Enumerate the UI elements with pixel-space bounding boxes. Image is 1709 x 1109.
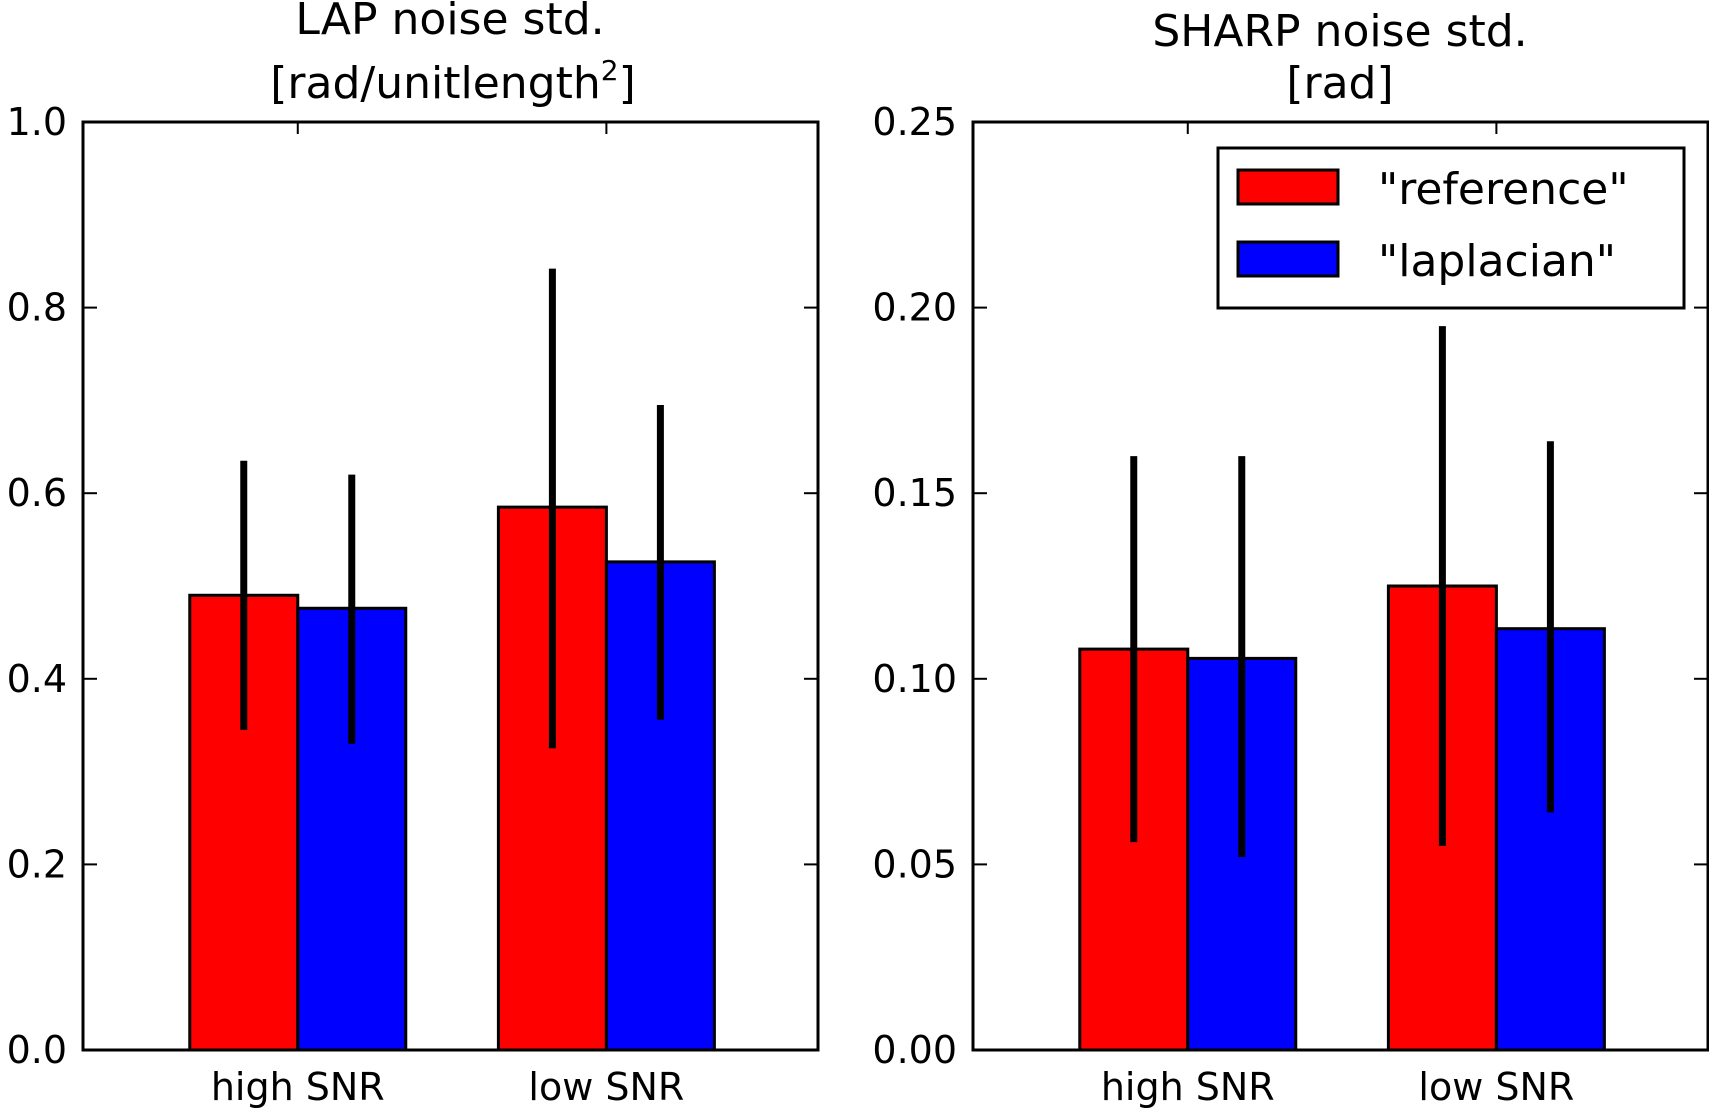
lap-title-line1: LAP noise std. — [295, 0, 604, 45]
lap-bars — [188, 268, 716, 1052]
sharp-ytick-label: 0.00 — [872, 1028, 957, 1072]
sharp-noise-panel: SHARP noise std. [rad] high SNR low SNR 0.… — [872, 6, 1709, 1109]
lap-ytick-label: 0.2 — [7, 842, 67, 886]
lap-ytick-label: 1.0 — [7, 100, 67, 144]
lap-xtick-label: high SNR — [211, 1065, 385, 1109]
sharp-xtick-label: low SNR — [1418, 1065, 1574, 1109]
lap-ytick-label: 0.0 — [7, 1028, 67, 1072]
legend-swatch-laplacian — [1236, 240, 1340, 278]
lap-title-superscript: 2 — [601, 54, 619, 87]
sharp-title-line1: SHARP noise std. — [1152, 6, 1527, 57]
sharp-ytick-label: 0.25 — [872, 100, 957, 144]
lap-ytick-label: 0.4 — [7, 657, 67, 701]
sharp-ticks: high SNR low SNR 0.00 0.05 0.10 0.15 0.20 0.25 — [872, 100, 1708, 1109]
sharp-ytick-label: 0.15 — [872, 471, 957, 515]
lap-noise-panel: LAP noise std. [rad/unitlength2] high SN… — [7, 0, 820, 1109]
lap-ytick-label: 0.6 — [7, 471, 67, 515]
legend: "reference" "laplacian" — [1216, 146, 1686, 310]
lap-xtick-label: low SNR — [528, 1065, 684, 1109]
sharp-title-line2: [rad] — [1286, 58, 1393, 109]
legend-swatch-reference — [1236, 168, 1340, 206]
sharp-plot-frame — [971, 120, 1709, 1052]
sharp-xtick-label: high SNR — [1101, 1065, 1275, 1109]
legend-label-laplacian: "laplacian" — [1378, 236, 1616, 287]
sharp-ytick-label: 0.20 — [872, 286, 957, 330]
sharp-ytick-label: 0.10 — [872, 657, 957, 701]
lap-title-line2: [rad/unitlength2] — [270, 54, 635, 109]
lap-ytick-label: 0.8 — [7, 286, 67, 330]
sharp-bars — [1078, 326, 1606, 1052]
lap-ticks: high SNR low SNR 0.0 0.2 0.4 0.6 0.8 1.0 — [7, 100, 818, 1109]
lap-plot-frame — [81, 120, 820, 1052]
legend-label-reference: "reference" — [1378, 164, 1629, 215]
sharp-ytick-label: 0.05 — [872, 842, 957, 886]
